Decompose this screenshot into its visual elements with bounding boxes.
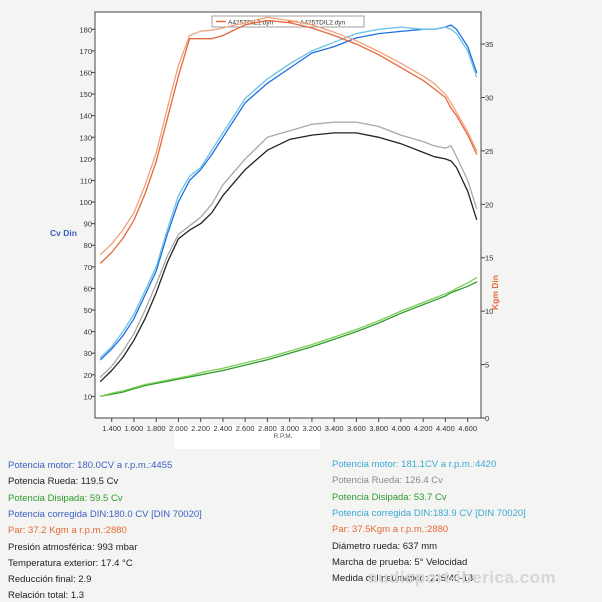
summary-left-line-8: Relación total: 1.3: [8, 590, 85, 602]
y-left-tick-label-4: 50: [84, 306, 92, 315]
y-left-tick-label-8: 90: [84, 220, 92, 229]
summary-right-line-4: Par: 37.5Kgm a r.p.m.:2880: [332, 524, 449, 536]
y-left-tick-label-11: 120: [79, 155, 92, 164]
summary-right-line-2: Potencia Disipada: 53.7 Cv: [332, 491, 447, 503]
x-tick-label-8: 3.000: [280, 424, 299, 433]
y-left-tick-label-16: 170: [79, 47, 92, 56]
y-right-tick-label-2: 10: [485, 307, 493, 316]
series-line-4: [99, 281, 478, 398]
watermark: audisport-iberica.com: [368, 568, 557, 587]
y-left-tick-label-5: 60: [84, 284, 92, 293]
y-left-axis-label: Cv Din: [50, 228, 77, 238]
summary-left-line-1: Potencia Rueda: 119.5 Cv: [8, 476, 119, 488]
series-line-5: [99, 276, 478, 398]
summary-right-line-3: Potencia corregida DIN:183.9 CV [DIN 700…: [332, 507, 526, 519]
legend-entry-0: A425TDIL1.dyn: [228, 20, 274, 27]
x-tick-label-2: 1.800: [147, 424, 166, 433]
y-left-tick-label-0: 10: [84, 392, 92, 401]
x-tick-label-14: 4.200: [414, 424, 433, 433]
y-right-tick-label-3: 15: [485, 254, 493, 263]
plot-area: [94, 11, 482, 419]
y-left-tick-label-10: 110: [80, 176, 92, 185]
x-tick-label-4: 2.200: [191, 424, 210, 433]
y-left-tick-label-6: 70: [84, 263, 92, 272]
x-tick-label-11: 3.600: [347, 424, 366, 433]
summary-right-line-6: Marcha de prueba: 5° Velocidad: [332, 556, 468, 568]
summary-right-line-7: Medida del neumático: 225/40-18: [332, 573, 474, 585]
y-left-tick-label-12: 130: [79, 133, 92, 142]
y-left-tick-label-15: 160: [79, 68, 92, 77]
x-tick-label-1: 1.600: [125, 424, 144, 433]
chart-canvas: 1.400 1.600 1.800 2.000 2.200 2.400 2.600 2.800…: [50, 11, 500, 449]
series-line-2: [99, 132, 478, 382]
x-tick-label-3: 2.000: [169, 424, 188, 433]
x-tick-label-6: 2.600: [236, 424, 255, 433]
y-left-tick-label-7: 80: [84, 241, 92, 250]
y-left-tick-label-3: 40: [84, 328, 92, 337]
summary-left-line-3: Potencia corregida DIN:180.0 CV [DIN 700…: [8, 508, 202, 520]
summary-left-line-5: Presión atmosférica: 993 mbar: [8, 541, 138, 553]
summary-right-line-0: Potencia motor: 181.1CV a r.p.m.:4420: [332, 459, 497, 470]
x-axis-label: R.P.M.: [273, 433, 292, 440]
summary-left-line-2: Potencia Disipada: 59.5 Cv: [8, 492, 123, 504]
summary-left-line-4: Par: 37.2 Kgm a r.p.m.:2880: [8, 525, 127, 537]
summary-left-line-0: Potencia motor: 180.0CV a r.p.m.:4455: [8, 460, 173, 471]
y-right-tick-label-4: 20: [485, 200, 493, 209]
y-right-tick-label-7: 35: [485, 40, 493, 49]
series-line-6: [99, 19, 478, 264]
x-tick-label-5: 2.400: [214, 424, 233, 433]
x-tick-label-9: 3.200: [303, 424, 322, 433]
y-left-tick-label-13: 140: [79, 112, 92, 121]
y-left-tick-label-14: 150: [79, 90, 92, 99]
y-right-tick-label-5: 25: [485, 147, 493, 156]
x-tick-label-12: 3.800: [369, 424, 388, 433]
summary-left-line-7: Reducción final: 2.9: [8, 574, 92, 586]
y-left-tick-label-9: 100: [79, 198, 92, 207]
legend-entry-1: A425TDIL2.dyn: [300, 20, 346, 27]
x-tick-label-7: 2.800: [258, 424, 277, 433]
y-right-tick-label-0: 0: [485, 414, 489, 423]
x-tick-label-10: 3.400: [325, 424, 344, 433]
y-right-axis-label: Kgm Din: [490, 275, 500, 310]
y-right-tick-label-6: 30: [485, 93, 493, 102]
dyno-chart: 1.400 1.600 1.800 2.000 2.200 2.400 2.600 2.800…: [50, 11, 500, 449]
summary-right-line-1: Potencia Rueda: 126.4 Cv: [332, 475, 443, 487]
y-left-tick-label-17: 180: [79, 25, 92, 34]
x-tick-label-0: 1.400: [102, 424, 121, 433]
y-left-tick-label-1: 20: [84, 371, 92, 380]
summary-left-line-6: Temperatura exterior: 17.4 °C: [8, 557, 133, 569]
x-tick-label-16: 4.600: [458, 424, 477, 433]
y-left-tick-label-2: 30: [84, 349, 92, 358]
summary-right-line-5: Diámetro rueda: 637 mm: [332, 540, 438, 552]
series-line-7: [99, 16, 478, 256]
x-tick-label-15: 4.400: [436, 424, 455, 433]
y-right-tick-label-1: 5: [485, 361, 489, 370]
series-line-3: [99, 121, 478, 378]
label-mask: [174, 425, 320, 449]
series-line-1: [99, 26, 478, 359]
x-tick-label-13: 4.000: [392, 424, 411, 433]
